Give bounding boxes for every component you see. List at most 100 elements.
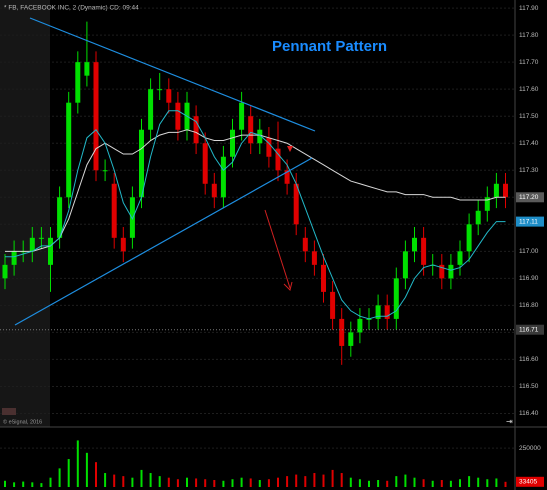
- chart-title: * FB, FACEBOOK INC, 2 (Dynamic) CD: 09:4…: [4, 5, 139, 12]
- volume-bar: [413, 477, 416, 487]
- volume-tick-label: 250000: [519, 445, 541, 452]
- candle-body: [2, 264, 8, 279]
- volume-bar: [368, 480, 370, 487]
- candle-body: [38, 237, 44, 239]
- candle-body: [139, 129, 144, 198]
- candle-body: [193, 116, 199, 144]
- moving-average: [5, 110, 506, 320]
- volume-bar: [240, 477, 243, 487]
- volume-bar: [222, 480, 225, 487]
- volume-bar: [422, 479, 425, 487]
- premarket-shade: [0, 0, 50, 427]
- candle-body: [421, 237, 427, 265]
- candle-body: [129, 197, 135, 238]
- volume-bar: [495, 478, 498, 487]
- footer: © eSignal, 2016: [3, 418, 42, 425]
- candle-body: [84, 62, 90, 76]
- volume-bar: [140, 469, 143, 487]
- y-tick-label: 116.50: [519, 383, 539, 390]
- volume-bar: [40, 483, 43, 487]
- candle-body: [348, 332, 354, 346]
- candle-body: [157, 89, 163, 91]
- candle-body: [384, 305, 390, 319]
- candle-body: [457, 251, 463, 265]
- price-marker-label: 117.11: [519, 218, 538, 225]
- volume-bar: [349, 477, 352, 487]
- candle-body: [275, 148, 281, 171]
- volume-bar: [459, 479, 461, 487]
- candle-body: [402, 251, 408, 279]
- volume-bar: [231, 479, 234, 487]
- volume-bar: [113, 474, 116, 487]
- candle-body: [257, 129, 263, 144]
- y-tick-label: 117.60: [519, 86, 539, 93]
- y-tick-label: 117.80: [519, 32, 539, 39]
- volume-bar: [167, 477, 170, 487]
- volume-bar: [104, 473, 107, 487]
- lower-trendline: [14, 157, 313, 326]
- volume-bar: [31, 482, 34, 487]
- candle-body: [475, 210, 481, 225]
- candle-body: [357, 318, 363, 333]
- breakdown-arrow: [264, 209, 291, 289]
- volume-bar: [358, 479, 361, 487]
- candle-body: [339, 318, 345, 346]
- price-marker-label: 117.20: [519, 194, 539, 201]
- volume-bar: [58, 468, 61, 487]
- moving-average: [5, 129, 506, 252]
- y-tick-label: 116.60: [519, 356, 539, 363]
- volume-bar: [67, 459, 70, 487]
- candle-body: [75, 62, 81, 103]
- volume-bar: [468, 476, 471, 487]
- candle-body: [493, 183, 499, 198]
- candle-body: [29, 237, 35, 252]
- candle-body: [393, 278, 399, 319]
- candle-body: [293, 183, 299, 225]
- candle-body: [375, 305, 381, 319]
- volume-bar: [404, 474, 407, 487]
- volume-bar: [477, 477, 480, 487]
- volume-bar: [313, 473, 316, 487]
- volume-bar: [258, 480, 261, 487]
- volume-bar: [304, 476, 307, 487]
- volume-bar: [158, 476, 161, 487]
- candle-body: [11, 251, 17, 265]
- candle-body: [111, 183, 117, 238]
- candle-body: [412, 237, 417, 252]
- candle-body: [175, 102, 181, 130]
- volume-bar: [431, 480, 434, 487]
- volume-bar: [4, 480, 6, 487]
- candle-body: [448, 264, 454, 279]
- price-marker: [516, 324, 544, 335]
- candle-body: [330, 291, 336, 319]
- volume-bar: [186, 477, 188, 487]
- volume-bar: [386, 480, 389, 487]
- volume-bar: [277, 477, 279, 487]
- scroll-icon: ⇥: [506, 417, 513, 426]
- volume-bar: [267, 479, 270, 487]
- candle-body: [302, 237, 308, 252]
- candle-body: [93, 62, 99, 171]
- volume-bar: [85, 452, 88, 487]
- volume-marker: [516, 476, 544, 487]
- volume-marker-label: 33405: [519, 479, 537, 486]
- candle-body: [466, 224, 472, 252]
- y-tick-label: 117.00: [519, 248, 539, 255]
- volume-bar: [295, 474, 298, 487]
- volume-bar: [213, 480, 216, 487]
- y-tick-label: 116.90: [519, 275, 539, 282]
- candle-body: [211, 183, 217, 198]
- annotation: Pennant Pattern: [272, 38, 387, 55]
- grid: [0, 7, 515, 449]
- volume-bar: [486, 479, 489, 487]
- volume-bar: [504, 481, 507, 487]
- candle-body: [220, 156, 226, 198]
- price-marker: [516, 192, 544, 203]
- volume-bar: [176, 479, 179, 487]
- volume-bar: [22, 481, 25, 487]
- candle-body: [148, 89, 154, 130]
- candle-body: [202, 143, 208, 184]
- candle-body: [284, 170, 290, 184]
- candle-body: [48, 237, 53, 265]
